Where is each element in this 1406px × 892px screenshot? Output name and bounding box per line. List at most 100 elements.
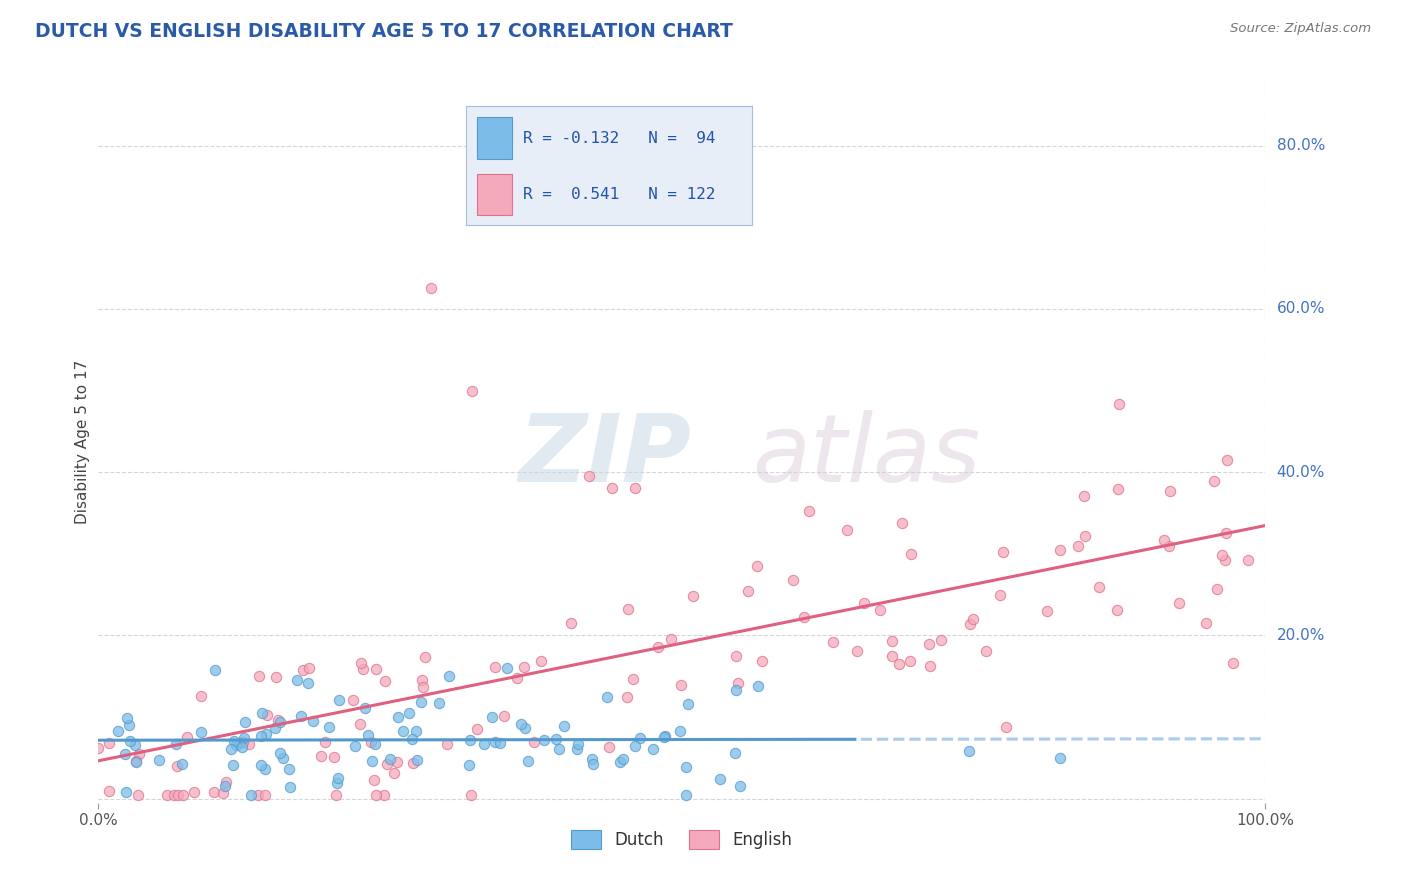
Point bbox=[357, 728, 380, 742]
Point bbox=[1202, 474, 1225, 488]
Point bbox=[231, 739, 253, 754]
Point bbox=[751, 654, 773, 668]
Point bbox=[489, 736, 512, 750]
Point bbox=[326, 771, 349, 785]
Point bbox=[461, 384, 484, 398]
Point bbox=[962, 613, 984, 627]
Point bbox=[202, 785, 225, 799]
Point bbox=[659, 632, 682, 647]
Point bbox=[166, 758, 188, 772]
Point bbox=[301, 714, 323, 728]
Point bbox=[725, 683, 748, 698]
Point bbox=[675, 788, 697, 802]
Text: DUTCH VS ENGLISH DISABILITY AGE 5 TO 17 CORRELATION CHART: DUTCH VS ENGLISH DISABILITY AGE 5 TO 17 … bbox=[35, 22, 733, 41]
Point bbox=[624, 739, 647, 754]
Point bbox=[120, 733, 142, 747]
Point bbox=[505, 671, 527, 685]
Point bbox=[380, 752, 402, 766]
Point bbox=[1074, 529, 1097, 543]
Point bbox=[929, 633, 952, 648]
Point bbox=[249, 668, 271, 682]
Point bbox=[496, 661, 519, 675]
Point bbox=[204, 663, 226, 677]
Point bbox=[228, 736, 250, 750]
Point bbox=[269, 746, 291, 760]
Point bbox=[322, 750, 344, 764]
Point bbox=[413, 650, 436, 665]
Point bbox=[853, 596, 876, 610]
Point bbox=[166, 788, 188, 802]
Point bbox=[1236, 553, 1258, 567]
Point bbox=[402, 756, 425, 771]
Point bbox=[238, 737, 260, 751]
Point bbox=[225, 738, 247, 752]
Point bbox=[799, 504, 821, 518]
Point bbox=[682, 589, 704, 603]
Point bbox=[553, 719, 575, 733]
Point bbox=[1216, 453, 1239, 467]
Point bbox=[235, 714, 257, 729]
Point bbox=[172, 788, 194, 802]
Point bbox=[918, 659, 941, 673]
Point bbox=[596, 690, 619, 705]
Point bbox=[125, 756, 148, 770]
Point bbox=[481, 710, 503, 724]
Point bbox=[163, 788, 186, 802]
Text: 20.0%: 20.0% bbox=[1277, 628, 1324, 643]
Point bbox=[624, 482, 647, 496]
Point bbox=[724, 746, 747, 760]
Point bbox=[374, 674, 396, 689]
Point bbox=[567, 737, 589, 751]
Point bbox=[1215, 553, 1237, 567]
Point bbox=[1087, 580, 1109, 594]
Point bbox=[609, 755, 631, 769]
Point bbox=[612, 752, 634, 766]
Point bbox=[1073, 489, 1095, 503]
Point bbox=[326, 775, 349, 789]
Point bbox=[837, 523, 859, 537]
Point bbox=[643, 741, 665, 756]
Point bbox=[513, 721, 536, 735]
Point bbox=[107, 724, 129, 739]
Point bbox=[647, 640, 669, 655]
Point bbox=[793, 610, 815, 624]
Point bbox=[957, 744, 980, 758]
Point bbox=[118, 718, 141, 732]
Point bbox=[567, 741, 589, 756]
Point bbox=[309, 749, 332, 764]
Point bbox=[516, 754, 538, 768]
Point bbox=[880, 634, 903, 648]
Point bbox=[675, 760, 697, 774]
Point bbox=[598, 740, 620, 755]
Point bbox=[254, 727, 277, 741]
Point bbox=[465, 722, 488, 736]
Point bbox=[959, 616, 981, 631]
Point bbox=[460, 788, 482, 802]
Point bbox=[1195, 616, 1218, 631]
Point bbox=[669, 723, 692, 738]
Point bbox=[264, 670, 287, 684]
Point bbox=[654, 729, 676, 743]
Point bbox=[364, 737, 387, 751]
Text: 80.0%: 80.0% bbox=[1277, 138, 1324, 153]
Point bbox=[278, 762, 301, 776]
Point bbox=[869, 603, 891, 617]
Point bbox=[297, 661, 319, 675]
Point bbox=[458, 732, 481, 747]
Point bbox=[240, 788, 263, 802]
Point bbox=[616, 690, 638, 704]
Point bbox=[344, 739, 367, 753]
Point bbox=[1168, 596, 1191, 610]
Point bbox=[509, 717, 531, 731]
Point bbox=[547, 742, 569, 756]
Point bbox=[222, 733, 245, 747]
Point bbox=[405, 724, 427, 739]
Point bbox=[725, 649, 748, 664]
Point bbox=[616, 602, 638, 616]
Point bbox=[1049, 751, 1071, 765]
Point bbox=[458, 758, 481, 772]
Point bbox=[728, 780, 751, 794]
Point bbox=[269, 714, 291, 729]
Point bbox=[709, 772, 731, 786]
Point bbox=[880, 649, 903, 664]
